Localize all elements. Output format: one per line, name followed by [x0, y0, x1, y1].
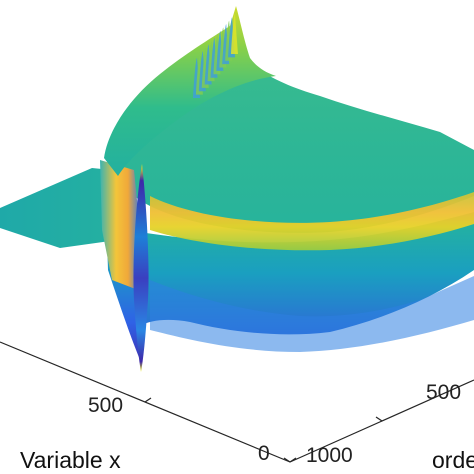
y-tick-500 [375, 416, 383, 422]
y-tick-1000 [283, 457, 291, 463]
central-spike [133, 164, 149, 372]
surface-lower-right [150, 276, 474, 352]
x-tick-0 [289, 457, 297, 463]
y-tick-label-500: 500 [426, 381, 461, 404]
x-tick-label-500: 500 [88, 394, 123, 417]
surface-band [150, 192, 474, 251]
x-axis-label: Variable x [20, 447, 121, 473]
y-tick-label-1000: 1000 [306, 444, 353, 467]
y-axis-label: orde [432, 447, 474, 473]
x-tick-label-0: 0 [258, 442, 270, 465]
flat-plane [0, 168, 132, 248]
x-tick-500 [144, 397, 152, 403]
ridge-ripple [231, 14, 238, 54]
surface-left-wall [100, 160, 140, 290]
ridge-ripples [193, 14, 238, 98]
